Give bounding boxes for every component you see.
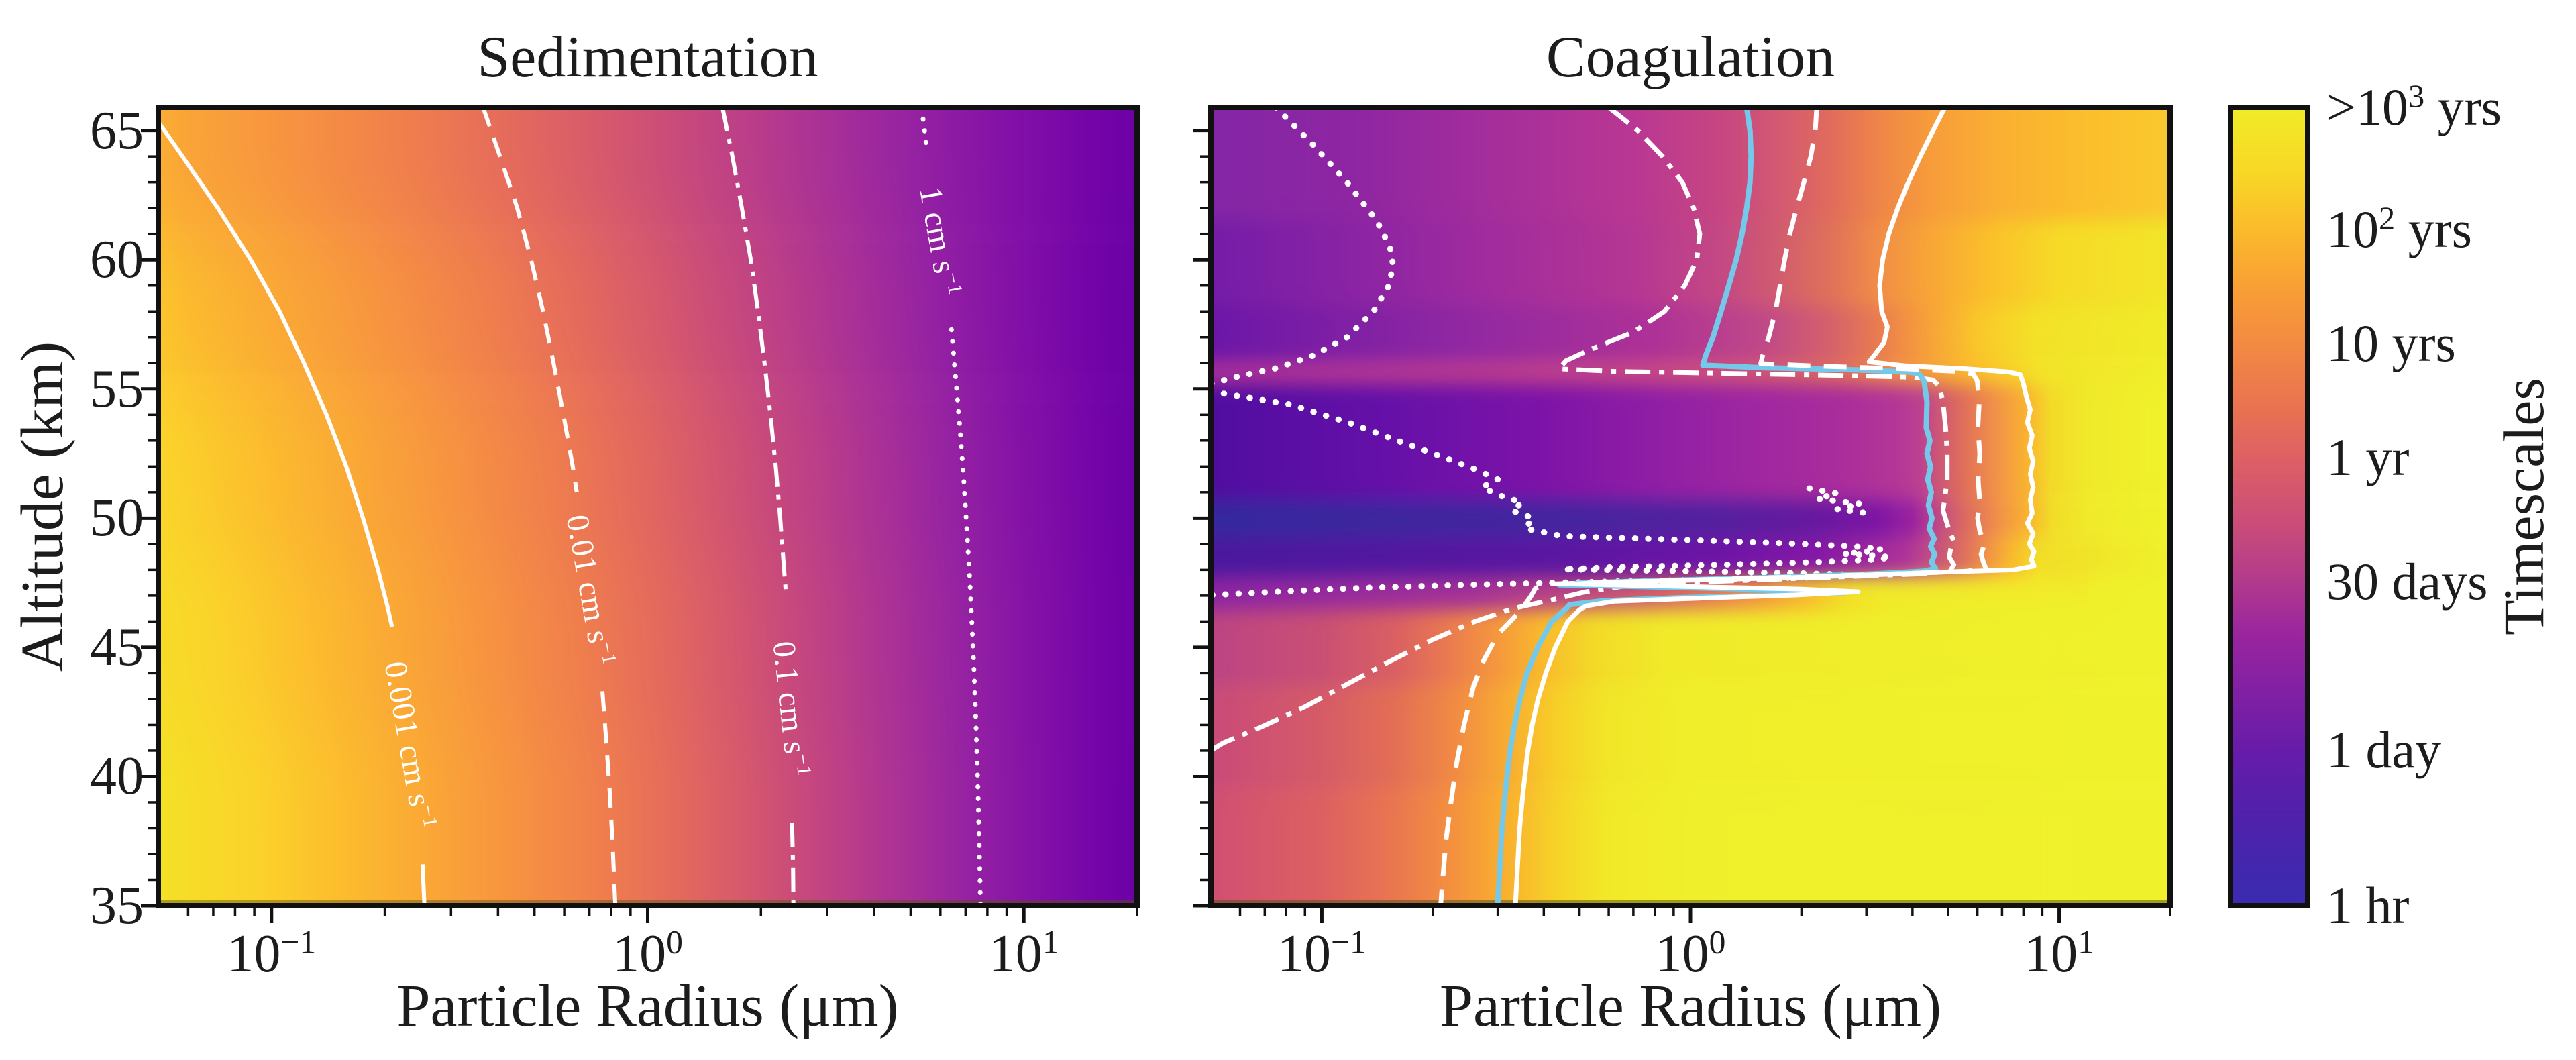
coagulation-contour-blue [1495,107,1939,906]
sedimentation-contour-1-dotted [919,107,983,906]
coagulation-band-2 [1211,306,2170,361]
colorbar-border [2228,105,2310,908]
coagulation-band-1 [1211,221,2170,307]
sedimentation-band-1 [158,233,1137,389]
sedimentation-band-4 [158,725,1137,906]
coagulation-band-10 [1211,789,2170,906]
coagulation-border [1208,105,2173,908]
sedimentation-contour-0p01-dashed [481,107,618,906]
sedimentation-contour-0p001-solid [158,118,427,906]
coagulation-bottom-strip [1211,900,2170,906]
coagulation-band-9 [1211,686,2170,790]
sedimentation-border [156,105,1140,908]
coagulation-plot-area [1211,107,2170,906]
yellow-wedge [1766,576,2089,596]
coagulation-ticks [1193,129,2171,923]
sedimentation-ticks [141,129,1138,923]
sedimentation-band-0 [158,107,1137,234]
coagulation-band-0 [1211,107,2170,221]
sedimentation-bottom-strip [158,900,1137,906]
coagulation-band-8 [1211,610,2170,686]
coagulation-band-6 [1211,537,2170,576]
sedimentation-contour-0p1-dashdot [720,107,796,906]
coagulation-band-4 [1211,384,2170,500]
sedimentation-band-2 [158,388,1137,558]
sedimentation-band-3 [158,557,1137,725]
colorbar-gradient [2231,107,2308,906]
coagulation-contour-solid [1513,107,2037,906]
coagulation-contour-dashdot [1211,107,1957,753]
coagulation-band-5 [1211,500,2170,538]
coagulation-contour-dashed [1438,107,1988,906]
sedimentation-plot-area [158,107,1137,906]
